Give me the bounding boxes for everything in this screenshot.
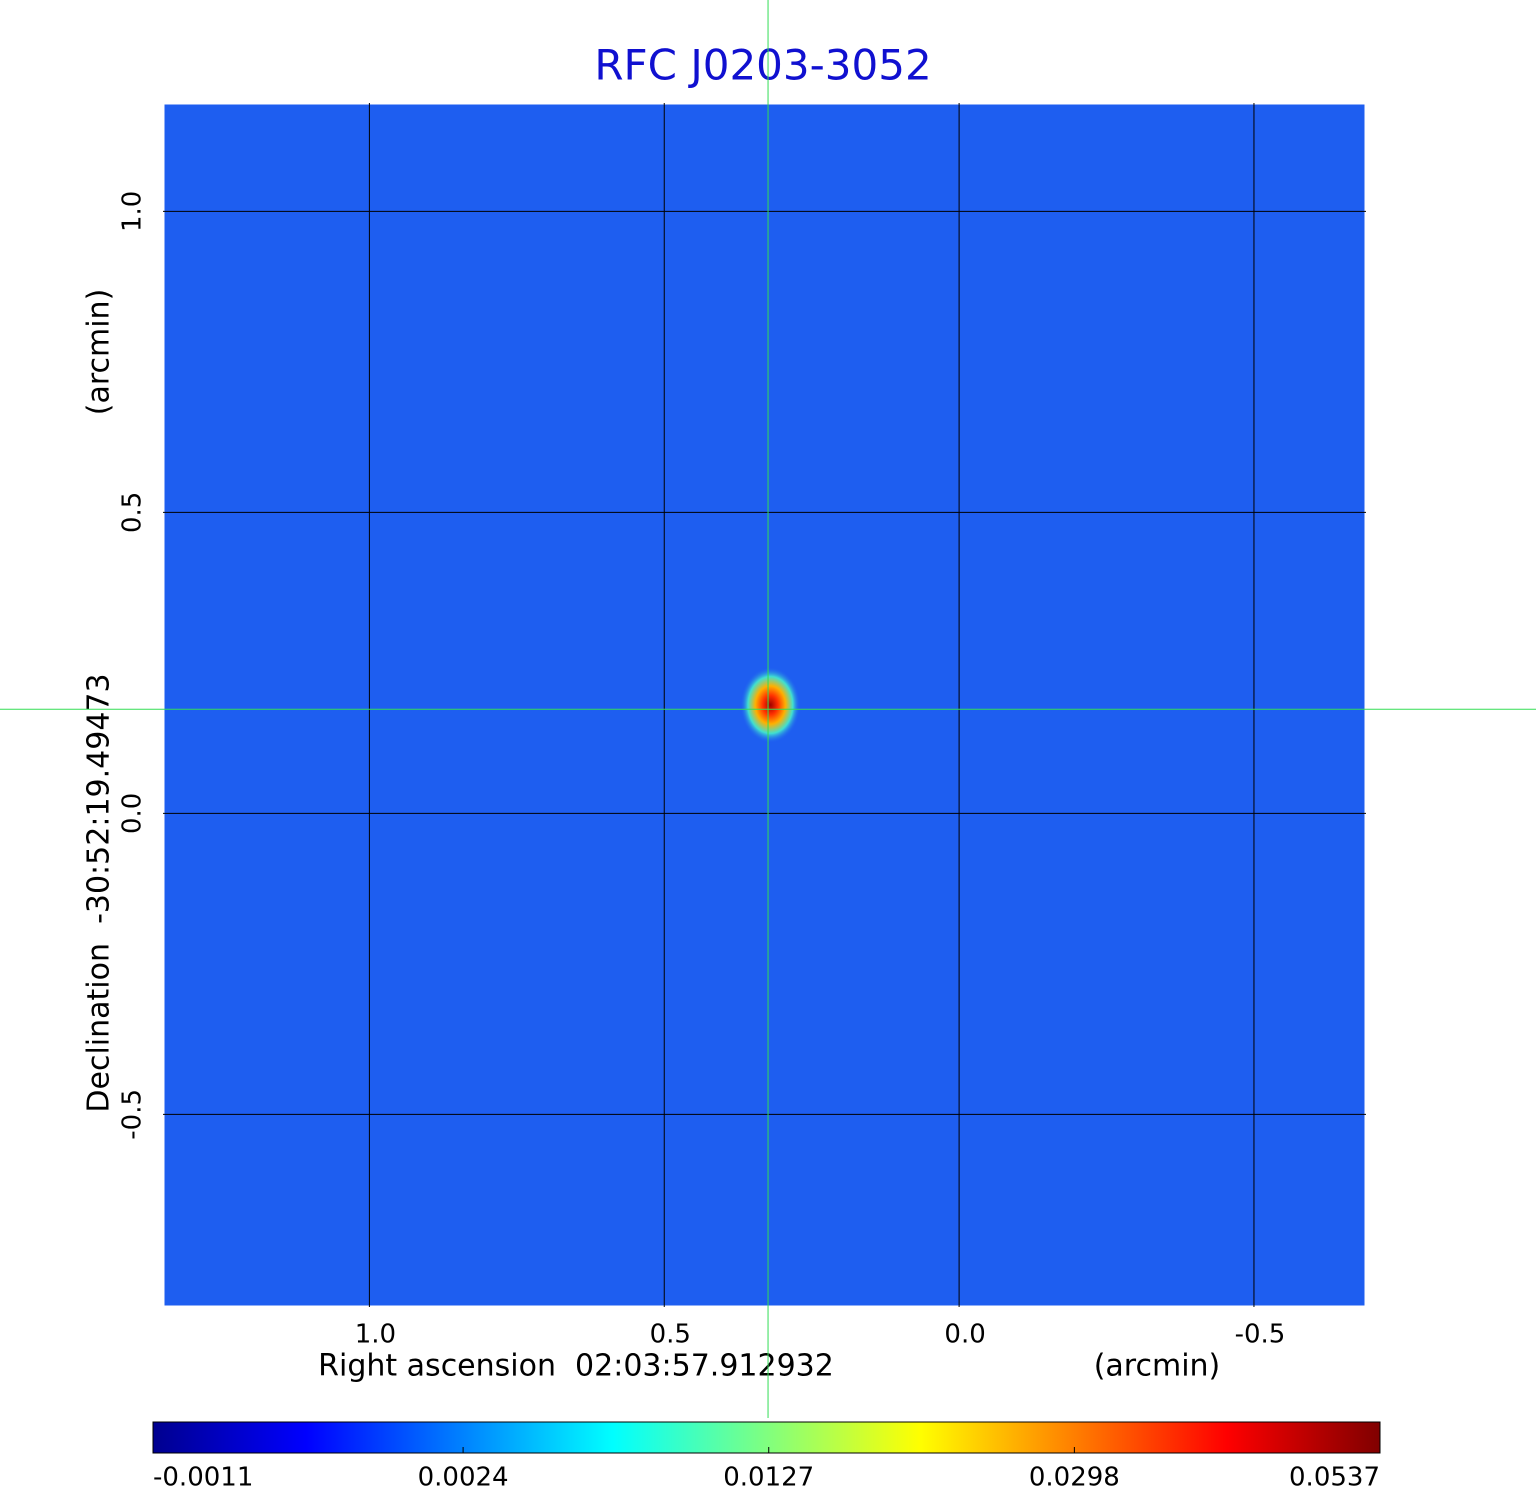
x-tick-label: 1.0 <box>355 1320 396 1350</box>
colorbar-tick-label: -0.0011 <box>153 1463 253 1493</box>
source <box>740 667 801 743</box>
y-axis-unit: (arcmin) <box>82 289 117 416</box>
x-axis-unit: (arcmin) <box>1094 1349 1221 1384</box>
x-tick-label: 0.5 <box>650 1320 691 1350</box>
y-axis-label: Declination -30:52:19.49473 <box>82 673 117 1112</box>
chart-title: RFC J0203-3052 <box>594 41 931 90</box>
colorbar-tick-label: 0.0298 <box>1029 1463 1120 1493</box>
y-tick-label: 0.0 <box>118 793 148 834</box>
y-tick-label: -0.5 <box>118 1089 148 1140</box>
y-tick-label: 0.5 <box>118 492 148 533</box>
x-axis-label: Right ascension 02:03:57.912932 <box>318 1349 834 1384</box>
colorbar-tick-label: 0.0127 <box>723 1463 814 1493</box>
x-tick-label: -0.5 <box>1235 1320 1286 1350</box>
colorbar-tick-label: 0.0537 <box>1289 1463 1380 1493</box>
colorbar <box>152 1421 1381 1454</box>
colorbar-tick-label: 0.0024 <box>418 1463 509 1493</box>
y-tick-label: 1.0 <box>118 191 148 232</box>
x-tick-label: 0.0 <box>944 1320 985 1350</box>
